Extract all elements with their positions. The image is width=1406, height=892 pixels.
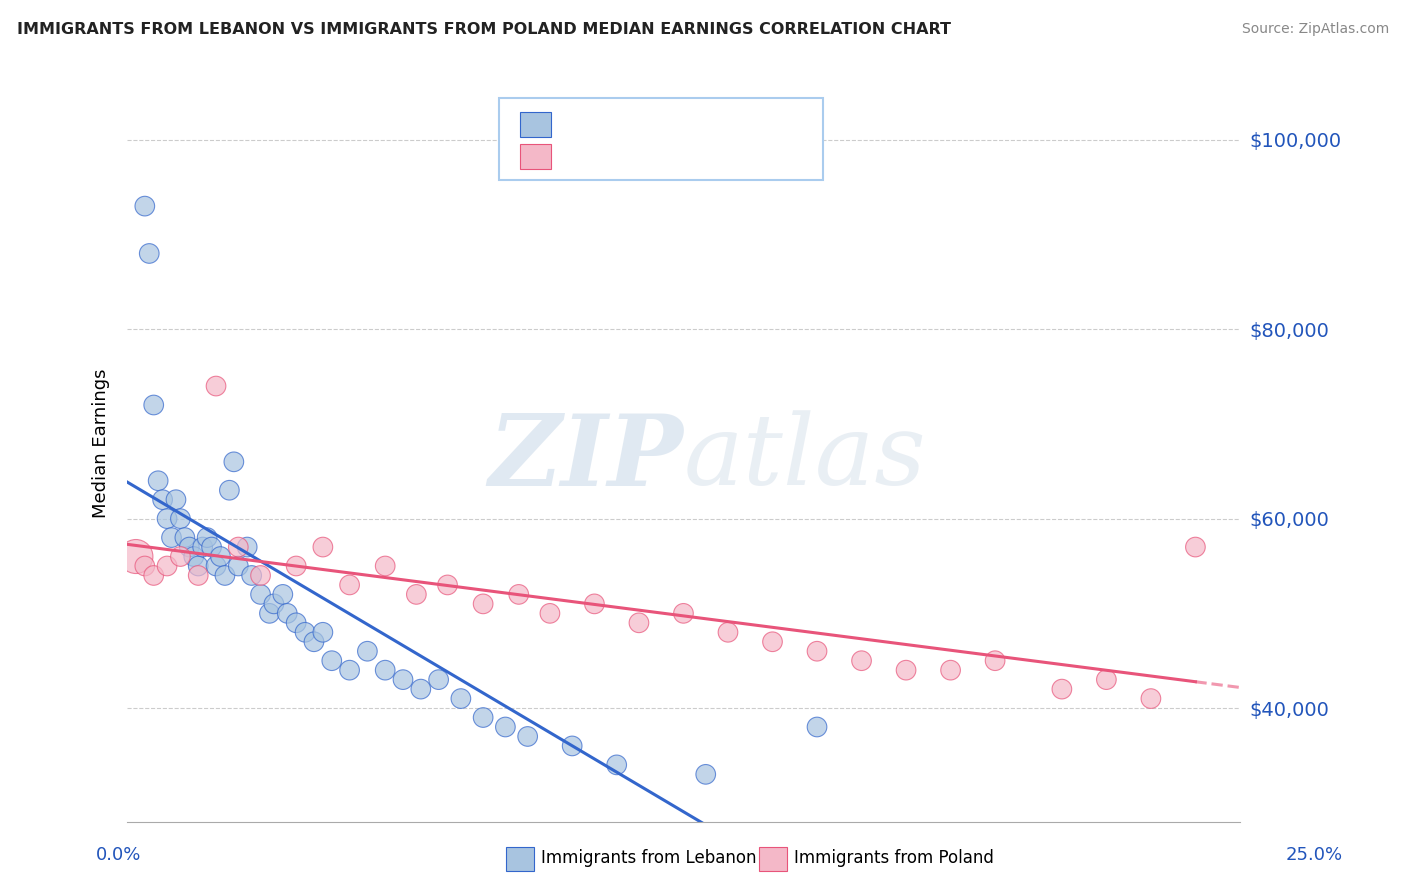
Point — [125, 549, 148, 564]
Point — [200, 540, 222, 554]
Point — [183, 549, 205, 564]
Point — [1050, 682, 1073, 697]
Text: atlas: atlas — [683, 410, 927, 506]
Point — [142, 568, 165, 582]
Point — [494, 720, 516, 734]
Point — [472, 597, 495, 611]
Point — [939, 663, 962, 677]
Text: ZIP: ZIP — [488, 409, 683, 507]
Point — [138, 246, 160, 260]
Point — [717, 625, 740, 640]
Point — [806, 644, 828, 658]
Point — [169, 511, 191, 525]
Point — [156, 511, 179, 525]
Point — [339, 663, 361, 677]
Point — [806, 720, 828, 734]
Point — [302, 634, 325, 648]
Point — [285, 615, 308, 630]
Point — [851, 654, 873, 668]
Point — [450, 691, 472, 706]
Point — [187, 568, 209, 582]
Point — [508, 587, 530, 601]
Point — [405, 587, 427, 601]
Point — [142, 398, 165, 412]
Point — [249, 568, 271, 582]
Point — [516, 730, 538, 744]
Point — [761, 634, 783, 648]
Text: 0.0%: 0.0% — [96, 846, 141, 863]
Point — [427, 673, 450, 687]
Point — [285, 559, 308, 574]
Point — [561, 739, 583, 753]
Point — [187, 559, 209, 574]
Point — [236, 540, 259, 554]
Point — [374, 559, 396, 574]
Point — [672, 607, 695, 621]
Point — [191, 540, 214, 554]
Point — [409, 682, 432, 697]
Point — [134, 559, 156, 574]
Point — [321, 654, 343, 668]
Point — [627, 615, 650, 630]
Point — [249, 587, 271, 601]
Point — [1095, 673, 1118, 687]
Point — [240, 568, 263, 582]
Point — [1184, 540, 1206, 554]
Point — [271, 587, 294, 601]
Text: IMMIGRANTS FROM LEBANON VS IMMIGRANTS FROM POLAND MEDIAN EARNINGS CORRELATION CH: IMMIGRANTS FROM LEBANON VS IMMIGRANTS FR… — [17, 22, 950, 37]
Point — [472, 710, 495, 724]
Point — [226, 540, 249, 554]
Point — [218, 483, 240, 498]
Point — [134, 199, 156, 213]
Point — [356, 644, 378, 658]
Point — [205, 379, 228, 393]
Point — [263, 597, 285, 611]
Point — [173, 531, 195, 545]
Point — [984, 654, 1007, 668]
Point — [1140, 691, 1163, 706]
Point — [214, 568, 236, 582]
Point — [152, 492, 174, 507]
Point — [169, 549, 191, 564]
Point — [538, 607, 561, 621]
Point — [583, 597, 606, 611]
Point — [894, 663, 917, 677]
Point — [146, 474, 169, 488]
Point — [312, 540, 335, 554]
Point — [156, 559, 179, 574]
Y-axis label: Median Earnings: Median Earnings — [93, 368, 110, 517]
Text: R = -0.237   N = 32: R = -0.237 N = 32 — [562, 147, 754, 165]
Text: Immigrants from Lebanon: Immigrants from Lebanon — [541, 849, 756, 867]
Point — [312, 625, 335, 640]
Point — [205, 559, 228, 574]
Point — [222, 455, 245, 469]
Text: 25.0%: 25.0% — [1285, 846, 1343, 863]
Point — [259, 607, 281, 621]
Text: Source: ZipAtlas.com: Source: ZipAtlas.com — [1241, 22, 1389, 37]
Point — [179, 540, 201, 554]
Text: R = -0.345   N = 48: R = -0.345 N = 48 — [562, 116, 755, 134]
Point — [339, 578, 361, 592]
Text: Immigrants from Poland: Immigrants from Poland — [794, 849, 994, 867]
Point — [695, 767, 717, 781]
Point — [276, 607, 298, 621]
Point — [294, 625, 316, 640]
Point — [436, 578, 458, 592]
Point — [392, 673, 415, 687]
Point — [165, 492, 187, 507]
Point — [606, 757, 628, 772]
Point — [374, 663, 396, 677]
Point — [209, 549, 232, 564]
Point — [226, 559, 249, 574]
Point — [195, 531, 218, 545]
Point — [160, 531, 183, 545]
